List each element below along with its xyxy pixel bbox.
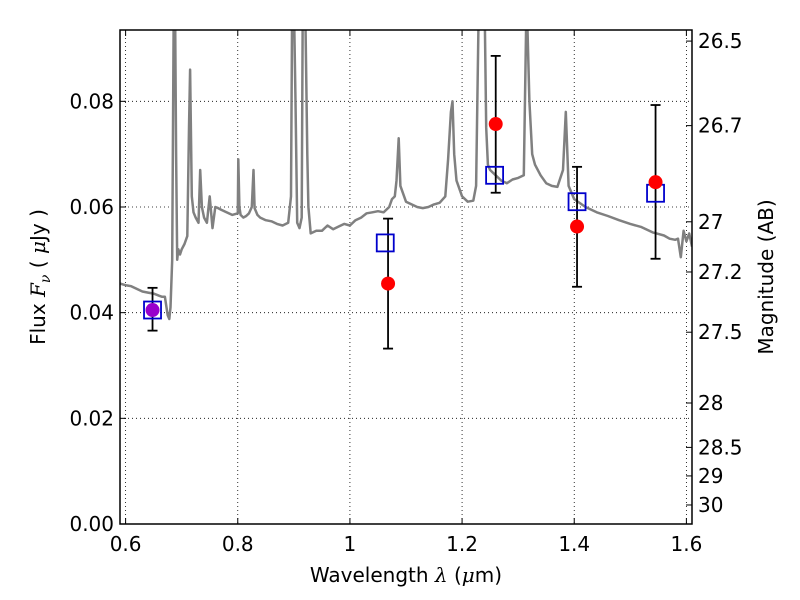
plot-content [120, 30, 692, 350]
observed-photometry-point [488, 117, 503, 132]
y-tick-label: 0.08 [69, 89, 114, 113]
x-tick-label: 0.6 [110, 532, 142, 556]
x-tick-label: 1 [344, 532, 357, 556]
secondary-y-axis-label: Magnitude (AB) [754, 199, 778, 354]
observed-photometry-point [381, 276, 396, 291]
x-axis: 0.6 0.8 1 1.2 1.4 1.6 [110, 30, 702, 556]
model-photometry-point [375, 233, 395, 253]
secondary-y-axis: 26.5 26.7 27 27.2 27.5 28 28.5 29 30 [686, 29, 743, 517]
y-tick-label: 0.06 [69, 195, 114, 219]
y2-tick-label: 27.2 [698, 260, 743, 284]
y-tick-label: 0.04 [69, 301, 114, 325]
model-photometry-point [567, 192, 587, 212]
x-axis-label: Wavelength λ (μm) [310, 563, 502, 587]
grid [120, 30, 692, 525]
model-photometry-point [143, 300, 162, 320]
y2-tick-label: 27 [698, 210, 723, 234]
y-axis: 0.00 0.02 0.04 0.06 0.08 [69, 89, 126, 536]
y2-tick-label: 27.5 [698, 320, 743, 344]
plot-frame [119, 29, 693, 525]
y2-tick-label: 28.5 [698, 435, 743, 459]
y-tick-label: 0.02 [69, 406, 114, 430]
y2-tick-label: 26.7 [698, 114, 743, 138]
observed-photometry-point [648, 175, 663, 190]
y2-tick-label: 30 [698, 493, 723, 517]
y-axis-label: Flux Fν ( μJy ) [26, 209, 54, 345]
observed-photometry-point [145, 303, 160, 318]
observed-photometry-point [570, 219, 585, 234]
x-tick-label: 0.8 [222, 532, 254, 556]
y2-tick-label: 26.5 [698, 29, 743, 53]
model-photometry-point [485, 165, 505, 185]
y2-tick-label: 29 [698, 464, 723, 488]
model-spectrum-line [120, 30, 692, 321]
x-tick-label: 1.6 [670, 532, 702, 556]
x-tick-label: 1.2 [446, 532, 478, 556]
y-tick-label: 0.00 [69, 512, 114, 536]
x-tick-label: 1.4 [558, 532, 590, 556]
y2-tick-label: 28 [698, 391, 723, 415]
